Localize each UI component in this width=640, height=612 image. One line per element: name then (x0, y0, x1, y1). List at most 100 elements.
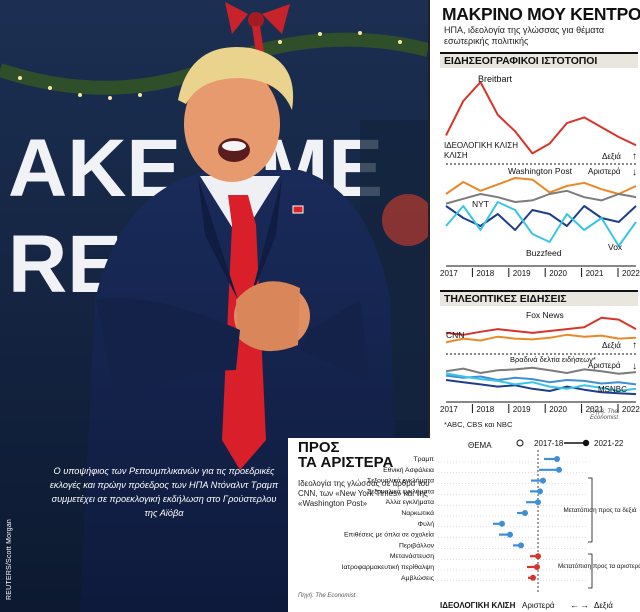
hair (178, 47, 294, 110)
page-title: ΜΑΚΡΙΝΟ ΜΟΥ ΚΕΝΤΡΟ (442, 4, 640, 24)
c2top-line-cnn-1 (445, 333, 637, 344)
dot-row-label-10: Ιατροφαρμακευτική περίθαλψη (342, 563, 435, 571)
annotation-left: Μετατόπιση προς τα αριστερά (558, 562, 640, 570)
legend-to: 2021-22 (594, 439, 624, 448)
label-nyt: NYT (472, 199, 489, 209)
dot-row-label-0: Τραμπ (413, 456, 434, 463)
dot-row-label-2: Σεξουαλικά εγκλήματα (367, 477, 434, 485)
arrow-down-icon-2: ↓ (632, 361, 637, 372)
chart2-top-panel (445, 316, 637, 344)
dot-row-label-8: Περιβάλλον (399, 541, 435, 549)
column-label: ΘΕΜΑ (468, 441, 492, 450)
dot-row-point-0 (554, 456, 560, 462)
x-axis-label: ΙΔΕΟΛΟΓΙΚΗ ΚΛΙΣΗ (440, 601, 516, 610)
label-ideology-axis-2: ΚΛΙΣΗ (444, 151, 468, 160)
arrow-down-icon: ↓ (632, 167, 637, 178)
c2-tick-2020: 2020 (549, 405, 567, 414)
label-left-1: Αριστερά (588, 167, 621, 176)
dot-plot-title-line2: ΤΑ ΑΡΙΣΤΕΡΑ (298, 454, 394, 471)
dot-row-label-9: Μετανάστευση (390, 552, 434, 560)
page-subtitle: ΗΠΑ, ιδεολογία της γλώσσας για θέματα εσ… (444, 25, 605, 46)
label-msnbc: MSNBC (598, 385, 627, 394)
c2bot-line-b-1 (445, 374, 637, 386)
chart2-x-axis: 2017 2018 2019 2020 2021 2022 (440, 401, 640, 414)
arrow-left-icon: ← (570, 600, 579, 610)
label-washington-post: Washington Post (508, 166, 573, 176)
label-vox: Vox (608, 242, 623, 252)
dot-row-point-1 (556, 466, 562, 473)
label-right-2: Δεξιά (602, 341, 621, 350)
dot-row-point-3 (537, 488, 543, 495)
garland-lights (18, 31, 402, 100)
arrow-up-icon-2: ↑ (632, 340, 637, 351)
chart2-bottom-panel (445, 353, 637, 396)
c1-tick-2021: 2021 (586, 269, 604, 278)
dot-row-point-11 (530, 574, 536, 581)
c2-tick-2019: 2019 (513, 405, 531, 414)
x-axis-left: Αριστερά (522, 601, 555, 610)
legend-from: 2017-18 (534, 439, 564, 448)
c1top-line-breitbart-0 (445, 81, 637, 155)
dot-plot-source: Πηγή: The Economist (298, 593, 356, 599)
brace-left (588, 553, 593, 589)
dot-plot-rows: Τραμπ Εθνική Ασφάλεια Σεξουαλικά εγκλήματα… (342, 439, 593, 610)
dot-row-point-9 (535, 553, 541, 560)
photo-credit: REUTERS/Scott Morgan (6, 518, 13, 600)
label-breitbart: Breitbart (478, 74, 513, 84)
c1-tick-2019: 2019 (513, 269, 531, 278)
label-fox-news: Fox News (526, 310, 564, 320)
chart1-bottom-panel (445, 163, 637, 247)
dot-row-point-8 (518, 542, 524, 549)
red-bow (225, 2, 290, 34)
label-evening-news: Βραδινά δελτία ειδήσεων* (510, 355, 596, 364)
dot-row-point-5 (522, 510, 528, 516)
dot-row-point-2 (540, 477, 546, 484)
label-left-2: Αριστερά (588, 361, 621, 370)
c2bot-line-msnbc-2 (445, 379, 637, 396)
c1bot-line-buzzfeed-3 (445, 201, 637, 247)
line-charts: 2017 2018 2019 2020 2021 2022 2017 2018 2019 202… (440, 74, 640, 414)
c1-tick-2018: 2018 (476, 269, 494, 278)
x-axis-right: Δεξιά (594, 601, 613, 610)
c1-tick-2022: 2022 (622, 269, 640, 278)
dot-row-label-5: Ναρκωτικά (401, 509, 434, 517)
dot-row-label-6: Φυλή (418, 521, 435, 528)
c2-tick-2017: 2017 (440, 405, 458, 414)
c1-tick-2017: 2017 (440, 269, 458, 278)
c1bot-line-washington-post-0 (445, 177, 637, 195)
dot-row-point-7 (507, 531, 513, 538)
brace-right (588, 477, 593, 543)
dot-row-point-6 (499, 520, 505, 527)
c2bot-line--0 (445, 366, 637, 375)
label-buzzfeed: Buzzfeed (526, 248, 562, 258)
source-1: Πηγή: The Economist (590, 409, 619, 421)
section-title-tv-news: ΤΗΛΕΟΠΤΙΚΕΣ ΕΙΔΗΣΕΙΣ (440, 290, 638, 306)
dot-row-label-1: Εθνική Ασφάλεια (383, 466, 434, 474)
c1-tick-2020: 2020 (549, 269, 567, 278)
c2bot-line-msnbc-cyan-3 (445, 372, 637, 392)
label-ideology-axis: ΙΔΕΟΛΟΓΙΚΗ ΚΛΙΣΗ (444, 141, 518, 150)
annotation-right: Μετατόπιση προς τα δεξιά (563, 506, 636, 514)
legend-to-marker (582, 439, 590, 447)
label-cnn: CNN (446, 330, 464, 340)
c2top-line-fox-news-0 (445, 316, 637, 336)
arrow-up-icon: ↑ (632, 151, 637, 162)
c2-tick-2018: 2018 (476, 405, 494, 414)
c1bot-line-nyt-1 (445, 189, 637, 205)
face (184, 66, 280, 182)
dot-plot-panel: ΠΡΟΣ ΤΑ ΑΡΙΣΤΕΡΑ Ιδεολογία της γλώσσας σ… (288, 438, 640, 612)
dot-row-label-11: Αμβλώσεις (401, 574, 435, 582)
section-title-news-sites: ΕΙΔΗΣΕΟΓΡΑΦΙΚΟΙ ΙΣΤΟΤΟΠΟΙ (440, 52, 638, 68)
dot-row-label-4: Άλλα εγκλήματα (386, 499, 434, 506)
dot-row-label-7: Επιθέσεις με όπλα σε σχολεία (344, 531, 434, 539)
dot-plot-title-line1: ΠΡΟΣ (298, 439, 340, 456)
dot-plot-title: ΠΡΟΣ ΤΑ ΑΡΙΣΤΕΡΑ (298, 440, 393, 470)
legend-from-marker (516, 439, 524, 447)
dot-row-point-4 (535, 499, 541, 506)
dot-row-label-3: Σεξουαλικά εγκλήματα (367, 487, 434, 495)
dot-plot-description: Ιδεολογία της γλώσσας σε άρθρα του CNN, … (298, 479, 430, 508)
footnote: *ABC, CBS και NBC (444, 420, 513, 429)
c2-tick-2021: 2021 (586, 405, 604, 414)
chart1-x-axis: 2017 2018 2019 2020 2021 2022 (440, 265, 640, 278)
